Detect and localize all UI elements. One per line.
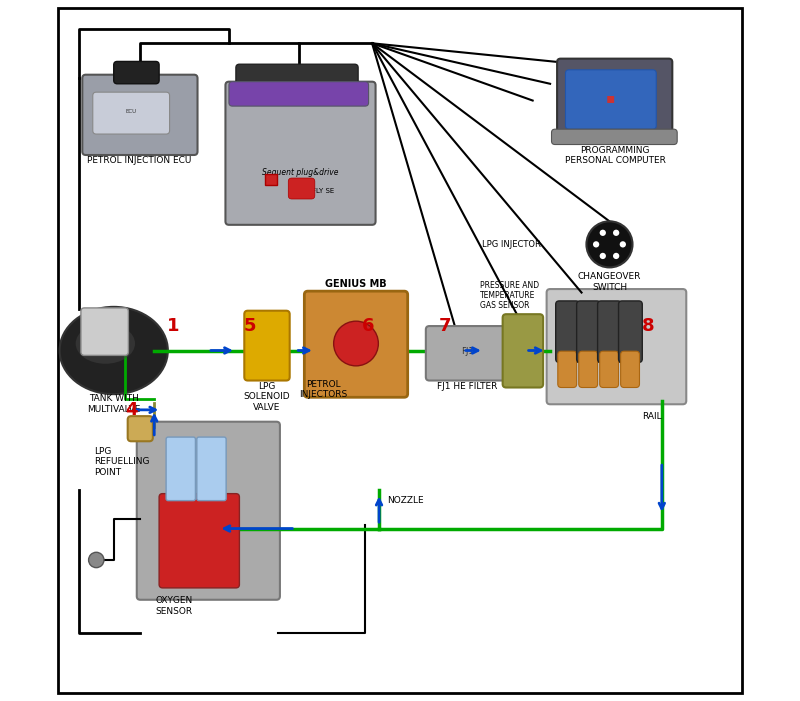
- Text: LPG
SOLENOID
VALVE: LPG SOLENOID VALVE: [243, 382, 290, 411]
- FancyBboxPatch shape: [81, 308, 128, 355]
- FancyBboxPatch shape: [159, 494, 239, 588]
- Text: 4: 4: [125, 401, 138, 419]
- Text: NOZZLE: NOZZLE: [387, 496, 424, 505]
- FancyBboxPatch shape: [236, 64, 358, 92]
- Circle shape: [89, 552, 104, 568]
- Text: PRESSURE AND
TEMPERATURE
GAS SENSOR: PRESSURE AND TEMPERATURE GAS SENSOR: [480, 280, 539, 311]
- FancyBboxPatch shape: [558, 351, 577, 388]
- Circle shape: [613, 253, 619, 259]
- Text: Sequent plug&drive: Sequent plug&drive: [262, 168, 338, 177]
- Circle shape: [586, 222, 633, 267]
- FancyBboxPatch shape: [244, 311, 290, 381]
- Text: 6: 6: [362, 317, 375, 335]
- Text: 5: 5: [244, 317, 256, 335]
- FancyBboxPatch shape: [566, 70, 656, 129]
- FancyBboxPatch shape: [600, 351, 618, 388]
- Text: PETROL INJECTION ECU: PETROL INJECTION ECU: [87, 156, 192, 165]
- FancyBboxPatch shape: [114, 62, 159, 84]
- Text: PETROL
INJECTORS: PETROL INJECTORS: [299, 380, 347, 400]
- FancyBboxPatch shape: [93, 92, 170, 134]
- Text: FJ1 HE FILTER: FJ1 HE FILTER: [437, 382, 498, 391]
- FancyBboxPatch shape: [229, 82, 369, 106]
- FancyBboxPatch shape: [128, 416, 153, 441]
- FancyBboxPatch shape: [598, 301, 622, 362]
- Ellipse shape: [76, 323, 135, 364]
- FancyBboxPatch shape: [304, 291, 408, 397]
- FancyBboxPatch shape: [556, 301, 579, 362]
- Text: LPG INJECTOR: LPG INJECTOR: [482, 240, 542, 249]
- FancyBboxPatch shape: [226, 82, 375, 225]
- FancyBboxPatch shape: [578, 351, 598, 388]
- Text: 8: 8: [642, 317, 654, 335]
- FancyBboxPatch shape: [557, 59, 672, 139]
- Text: GENIUS MB: GENIUS MB: [325, 279, 387, 289]
- Text: RAIL: RAIL: [642, 412, 662, 421]
- Ellipse shape: [60, 307, 168, 394]
- Text: FJ1: FJ1: [461, 348, 474, 356]
- FancyBboxPatch shape: [426, 326, 508, 381]
- Circle shape: [600, 253, 606, 259]
- Text: FLY SE: FLY SE: [312, 189, 334, 194]
- FancyBboxPatch shape: [166, 437, 195, 501]
- Text: TANK WITH
MULTIVALVE: TANK WITH MULTIVALVE: [87, 395, 141, 414]
- Circle shape: [620, 241, 626, 247]
- Text: ECU: ECU: [126, 109, 137, 114]
- FancyBboxPatch shape: [577, 301, 600, 362]
- Circle shape: [613, 230, 619, 236]
- Text: OXYGEN
SENSOR: OXYGEN SENSOR: [156, 597, 193, 615]
- Text: ▪: ▪: [606, 90, 615, 104]
- Text: PROGRAMMING
PERSONAL COMPUTER: PROGRAMMING PERSONAL COMPUTER: [565, 146, 666, 165]
- FancyBboxPatch shape: [197, 437, 226, 501]
- Circle shape: [593, 241, 599, 247]
- Text: 7: 7: [439, 317, 452, 335]
- Circle shape: [334, 321, 378, 366]
- FancyBboxPatch shape: [82, 75, 198, 155]
- Circle shape: [600, 230, 606, 236]
- FancyBboxPatch shape: [618, 301, 642, 362]
- FancyBboxPatch shape: [551, 129, 677, 144]
- FancyBboxPatch shape: [502, 314, 543, 388]
- Text: 1: 1: [167, 317, 179, 335]
- FancyBboxPatch shape: [137, 422, 280, 600]
- FancyBboxPatch shape: [288, 178, 315, 199]
- Text: LPG
REFUELLING
POINT: LPG REFUELLING POINT: [94, 447, 150, 477]
- Text: CHANGEOVER
SWITCH: CHANGEOVER SWITCH: [578, 272, 641, 292]
- FancyBboxPatch shape: [546, 289, 686, 404]
- FancyBboxPatch shape: [621, 351, 639, 388]
